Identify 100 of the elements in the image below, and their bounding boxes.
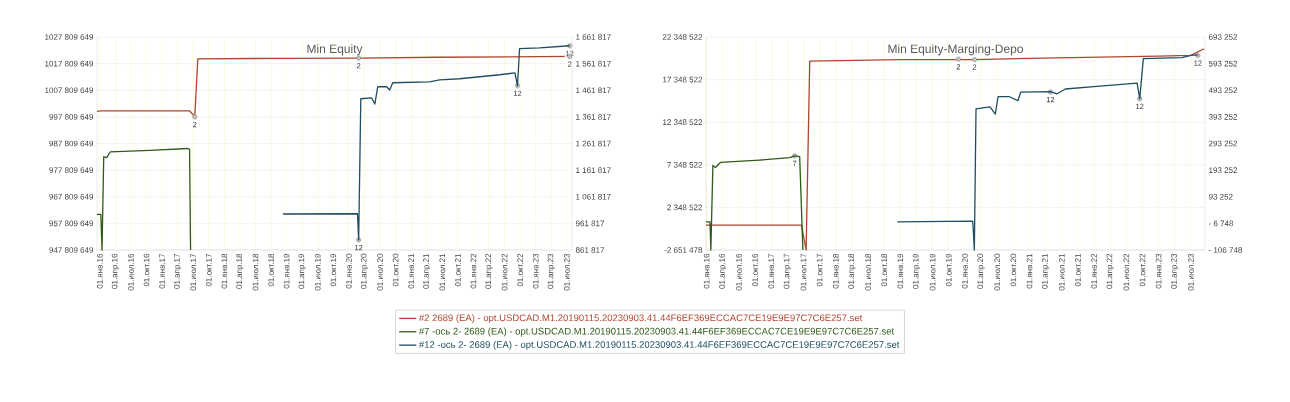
x-tick-label: 01.окт.17 bbox=[816, 253, 823, 287]
x-tick-label: 01.апр.18 bbox=[236, 253, 244, 289]
x-tick-label: 01.янв.20 bbox=[346, 253, 352, 289]
y2-tick-label: 1 361 817 bbox=[576, 114, 611, 120]
y-tick-label: 977 809 649 bbox=[49, 167, 94, 173]
x-tick-label: 01.янв.19 bbox=[283, 253, 290, 289]
x-tick-label: 01.апр.16 bbox=[111, 253, 119, 289]
y2-tick-label: - 6 748 bbox=[1208, 220, 1234, 227]
x-tick-label: 01.окт.16 bbox=[752, 253, 758, 287]
x-tick-label: 01.янв.17 bbox=[159, 253, 165, 289]
x-tick-label: 01.апр.17 bbox=[174, 253, 182, 289]
x-tick-label: 01.июл.23 bbox=[563, 253, 570, 291]
x-tick-label: 01.апр.20 bbox=[977, 253, 985, 289]
x-tick-label: 01.янв.18 bbox=[221, 253, 228, 289]
x-tick-label: 01.июл.20 bbox=[994, 253, 1001, 291]
legend-label: #2 2689 (EA) - opt.USDCAD.M1.20190115.20230903.41.44F6EF369ECCAC7CE19E9E97C7C6E257.set bbox=[418, 314, 863, 324]
legend-label: #12 -ось 2- 2689 (EA) - opt.USDCAD.M1.20190115.20230903.41.44F6EF369ECCAC7CE19E9E97C7C6E257.set bbox=[418, 340, 900, 350]
x-tick-label: 01.янв.22 bbox=[470, 253, 477, 289]
x-tick-label: 01.окт.21 bbox=[1075, 253, 1081, 287]
y2-tick-label: 1 661 817 bbox=[576, 34, 611, 40]
y-tick-label: 997 809 649 bbox=[49, 114, 94, 120]
x-tick-label: 01.янв.19 bbox=[897, 253, 904, 289]
x-tick-label: 01.июл.21 bbox=[1058, 253, 1065, 291]
x-tick-label: 01.янв.20 bbox=[962, 253, 968, 289]
x-tick-label: 01.янв.21 bbox=[1026, 253, 1033, 289]
x-tick-label: 01.окт.18 bbox=[881, 253, 888, 287]
x-tick-label: 01.окт.19 bbox=[945, 253, 952, 287]
y2-tick-label: 961 817 bbox=[575, 220, 605, 227]
x-tick-label: 01.апр.23 bbox=[547, 253, 555, 289]
x-tick-label: 01.июл.18 bbox=[865, 253, 871, 291]
text: Min Equity-Marging-Depo bbox=[888, 44, 1023, 56]
x-tick-label: 01.янв.16 bbox=[96, 253, 103, 289]
x-tick-label: 01.июл.21 bbox=[439, 253, 446, 291]
y2-tick-label: 1 561 817 bbox=[576, 60, 611, 67]
y-tick-label: 1027 809 649 bbox=[45, 34, 94, 40]
y2-tick-label: 693 252 bbox=[1208, 34, 1238, 40]
y-tick-label: 7 348 522 bbox=[667, 161, 703, 168]
x-tick-label: 01.апр.18 bbox=[848, 253, 856, 289]
x-tick-label: 01.апр.21 bbox=[1041, 253, 1050, 289]
y2-tick-label: 493 252 bbox=[1208, 87, 1238, 94]
x-tick-label: 01.янв.21 bbox=[408, 253, 414, 289]
y2-tick-label: 1 161 817 bbox=[576, 167, 611, 173]
x-tick-label: 01.июл.22 bbox=[501, 253, 508, 291]
y2-tick-label: 1 461 817 bbox=[576, 87, 611, 94]
x-tick-label: 01.янв.23 bbox=[532, 253, 539, 289]
x-tick-label: 01.июл.23 bbox=[1188, 253, 1194, 291]
y-tick-label: 1007 809 649 bbox=[45, 87, 94, 94]
y-tick-label: 22 348 522 bbox=[662, 34, 703, 40]
y2-tick-label: 293 252 bbox=[1208, 140, 1238, 147]
y-tick-label: 947 809 649 bbox=[49, 247, 94, 253]
y2-tick-label: 1 061 817 bbox=[576, 193, 611, 200]
x-tick-label: 01.июл.20 bbox=[377, 253, 383, 291]
x-tick-label: 01.июл.17 bbox=[190, 253, 197, 291]
y2-tick-label: 193 252 bbox=[1209, 167, 1238, 173]
x-tick-label: 01.янв.18 bbox=[832, 253, 839, 289]
y2-tick-label: 593 252 bbox=[1208, 60, 1238, 67]
x-tick-label: 01.янв.23 bbox=[1155, 253, 1162, 289]
x-tick-label: 01.апр.22 bbox=[485, 253, 493, 289]
x-tick-label: 01.янв.16 bbox=[703, 253, 710, 289]
x-tick-label: 01.июл.19 bbox=[929, 253, 936, 291]
y-tick-label: 17 348 522 bbox=[663, 76, 703, 83]
y-tick-label: 12 348 522 bbox=[663, 119, 703, 126]
x-tick-label: 01.апр.19 bbox=[912, 253, 921, 289]
y2-tick-label: 1 261 817 bbox=[576, 140, 611, 147]
x-tick-label: 01.окт.22 bbox=[1139, 253, 1146, 287]
x-tick-label: 01.апр.22 bbox=[1106, 253, 1114, 289]
x-tick-label: 01.окт.19 bbox=[330, 253, 337, 287]
x-tick-label: 01.окт.20 bbox=[1010, 253, 1017, 287]
x-tick-label: 01.апр.17 bbox=[783, 253, 791, 289]
x-tick-label: 01.июл.18 bbox=[252, 253, 259, 291]
y-tick-label: 1017 809 649 bbox=[45, 60, 94, 67]
x-tick-label: 01.окт.21 bbox=[455, 253, 461, 287]
x-tick-label: 01.июл.16 bbox=[128, 253, 134, 291]
y2-tick-label: 861 817 bbox=[575, 247, 605, 253]
y-tick-label: -2 651 478 bbox=[664, 247, 703, 253]
legend-label: #7 -ось 2- 2689 (EA) - opt.USDCAD.M1.20190115.20230903.41.44F6EF369ECCAC7CE19E9E97C7C6E257.set bbox=[418, 327, 895, 337]
x-tick-label: 01.апр.23 bbox=[1171, 253, 1179, 289]
x-tick-label: 01.окт.16 bbox=[143, 253, 150, 287]
y2-tick-label: - 106 748 bbox=[1208, 247, 1242, 253]
y2-tick-label: 393 252 bbox=[1208, 114, 1238, 120]
x-tick-label: 01.апр.21 bbox=[423, 253, 431, 289]
y-tick-label: 987 809 649 bbox=[49, 140, 94, 147]
y-tick-label: 967 809 649 bbox=[49, 193, 94, 200]
y-tick-label: 957 809 649 bbox=[49, 220, 94, 227]
x-tick-label: 01.окт.18 bbox=[268, 253, 274, 287]
x-tick-label: 01.янв.17 bbox=[768, 253, 775, 289]
x-tick-label: 01.янв.22 bbox=[1091, 253, 1097, 289]
x-tick-label: 01.окт.20 bbox=[392, 253, 399, 287]
x-tick-label: 01.июл.17 bbox=[800, 253, 807, 291]
y-tick-label: 2 348 522 bbox=[667, 204, 703, 211]
x-tick-label: 01.апр.16 bbox=[719, 253, 727, 289]
x-tick-label: 01.июл.16 bbox=[736, 253, 742, 291]
x-tick-label: 01.июл.22 bbox=[1123, 253, 1130, 291]
x-tick-label: 01.июл.19 bbox=[314, 253, 321, 291]
text: Min Equity bbox=[307, 44, 363, 56]
x-tick-label: 01.окт.17 bbox=[205, 253, 212, 287]
y2-tick-label: 93 252 bbox=[1208, 193, 1233, 200]
x-tick-label: 01.апр.20 bbox=[360, 253, 369, 289]
x-tick-label: 01.апр.19 bbox=[298, 253, 306, 289]
x-tick-label: 01.окт.22 bbox=[517, 253, 523, 287]
